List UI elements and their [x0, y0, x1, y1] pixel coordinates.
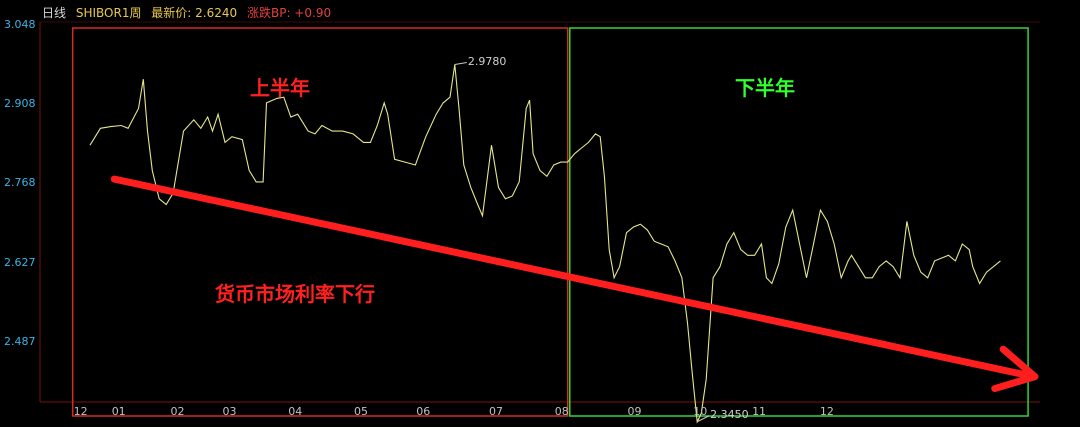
- change-bp: 涨跌BP: +0.90: [246, 6, 332, 20]
- second-half-box: [569, 27, 1029, 417]
- x-tick-label: 03: [222, 405, 237, 418]
- low-marker: [696, 415, 710, 423]
- y-tick-label: 3.048: [4, 18, 36, 31]
- shibor-line: [89, 64, 1001, 424]
- y-tick-label: 2.768: [4, 176, 36, 190]
- x-tick-label: 09: [627, 405, 642, 418]
- x-tick-label: 08: [554, 405, 569, 418]
- second-half-label: 下半年: [735, 76, 795, 100]
- high-value-label: 2.9780: [467, 54, 507, 68]
- x-tick-label: 02: [170, 405, 185, 418]
- x-tick-label: 10: [693, 405, 708, 418]
- y-tick-label: 2.908: [4, 97, 36, 110]
- trend-arrow-shaft: [110, 175, 1033, 380]
- period-label: 日线: [42, 6, 67, 20]
- instrument-name: SHIBOR1周: [75, 6, 142, 20]
- x-tick-label: 01: [111, 405, 126, 418]
- chart-header: 日线 SHIBOR1周 最新价: 2.6240 涨跌BP: +0.90: [42, 4, 337, 21]
- high-marker: [454, 62, 467, 65]
- trend-note: 货币市场利率下行: [215, 282, 375, 306]
- low-value-label: 2.3450: [710, 407, 749, 421]
- x-tick-label: 07: [489, 405, 503, 418]
- trend-arrow-head: [991, 345, 1039, 393]
- x-tick-label: 06: [416, 405, 431, 418]
- x-tick-label: 11: [752, 405, 767, 418]
- latest-price: 最新价: 2.6240: [151, 6, 238, 20]
- first-half-box: [71, 27, 569, 417]
- y-tick-label: 2.627: [4, 255, 36, 269]
- y-tick-label: 2.487: [4, 334, 36, 348]
- x-tick-label: 12: [73, 405, 88, 418]
- x-tick-label: 04: [288, 405, 303, 418]
- first-half-label: 上半年: [250, 76, 310, 100]
- x-tick-label: 05: [354, 405, 368, 418]
- x-tick-label: 12: [819, 405, 834, 418]
